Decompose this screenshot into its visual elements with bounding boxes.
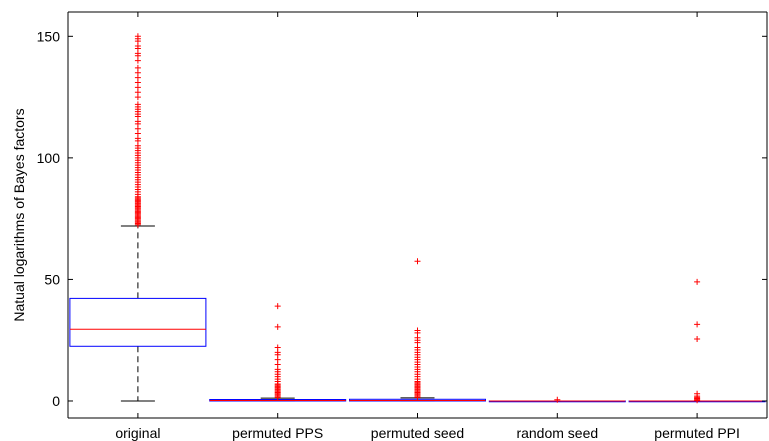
outlier-point <box>694 321 701 328</box>
y-axis-label: Natual logarithms of Bayes factors <box>11 108 27 321</box>
y-tick-label: 50 <box>44 271 60 287</box>
box-group-3 <box>488 396 626 403</box>
outlier-point <box>134 101 141 108</box>
x-category-label: permuted PPI <box>654 425 740 441</box>
outlier-point <box>694 390 701 397</box>
x-category-label: original <box>115 425 160 441</box>
outlier-point <box>274 303 281 310</box>
outlier-point <box>134 33 141 40</box>
y-tick-label: 150 <box>37 28 61 44</box>
outlier-point <box>134 64 141 71</box>
outlier-point <box>414 258 421 265</box>
box-group-2 <box>349 258 486 402</box>
x-category-label: permuted seed <box>371 425 464 441</box>
outlier-point <box>274 344 281 351</box>
plot-layer <box>69 33 766 404</box>
box-group-0 <box>69 33 207 402</box>
outlier-point <box>554 396 561 403</box>
outlier-point <box>414 327 421 334</box>
outlier-point <box>694 335 701 342</box>
box-group-1 <box>209 303 347 402</box>
x-category-label: permuted PPS <box>232 425 323 441</box>
y-tick-label: 100 <box>37 150 61 166</box>
outlier-point <box>694 278 701 285</box>
outlier-point <box>274 323 281 330</box>
y-tick-label: 0 <box>52 393 60 409</box>
iqr-box <box>69 297 207 347</box>
x-category-label: random seed <box>516 425 598 441</box>
